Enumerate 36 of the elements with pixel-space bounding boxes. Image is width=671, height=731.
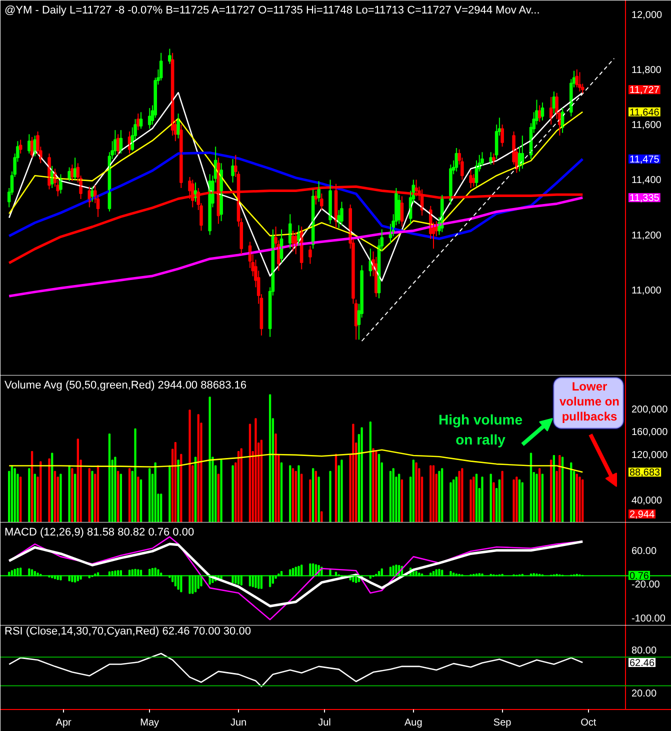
x-tick-label: Jul (318, 718, 331, 728)
y-tick-label: 20.00 (632, 688, 657, 700)
chart-title: MACD (12,26,9) 81.58 80.82 0.76 0.00 (4, 526, 194, 538)
x-tick-label: May (140, 718, 160, 728)
annotation: 88,683 (630, 468, 661, 479)
annotation: 62.46 (630, 658, 655, 670)
y-tick-label: 11,400 (632, 175, 662, 186)
annotation: 11,646 (630, 107, 660, 118)
x-tick-label: Apr (56, 718, 72, 728)
annotation: 0.76 (630, 570, 650, 582)
x-tick-label: Jun (230, 718, 247, 728)
y-tick-label: 200,000 (632, 404, 668, 416)
y-tick-label: 11,000 (632, 286, 662, 297)
chart-title: @YM - Daily L=11727 -8 -0.07% B=11725 A=11727 O=11735 Hi=11748 Lo=11713 C=11727 V=2944 Mov Av... (4, 4, 540, 16)
annotation: 2,944 (630, 510, 655, 520)
annotation: Lower volume on pullbacks (559, 380, 620, 424)
y-tick-label: -20.00 (632, 580, 660, 591)
y-tick-label: 12,000 (632, 10, 663, 21)
y-tick-label: 11,600 (632, 120, 662, 132)
y-tick-label: 120,000 (632, 450, 668, 461)
annotation: 11,475 (630, 154, 660, 166)
annotation: High volume on rally (438, 412, 523, 448)
chart-title: RSI (Close,14,30,70,Cyan,Red) 62.46 70.00 30.00 (4, 626, 251, 638)
y-tick-label: 160,000 (632, 427, 668, 438)
y-tick-label: 80.00 (632, 645, 657, 656)
y-tick-label: 11,800 (632, 64, 662, 76)
y-tick-label: 40,000 (632, 495, 663, 506)
x-tick-label: Aug (404, 718, 422, 728)
annotation: 11,727 (630, 85, 660, 96)
x-tick-label: Oct (580, 718, 596, 728)
chart-title: Volume Avg (50,50,green,Red) 2944.00 88683.16 (4, 380, 246, 392)
y-tick-label: -100.00 (632, 613, 666, 624)
annotation: 11,335 (630, 193, 660, 204)
y-tick-label: 11,200 (632, 230, 662, 242)
x-tick-label: Sep (493, 718, 512, 728)
y-tick-label: 60.00 (632, 546, 657, 557)
